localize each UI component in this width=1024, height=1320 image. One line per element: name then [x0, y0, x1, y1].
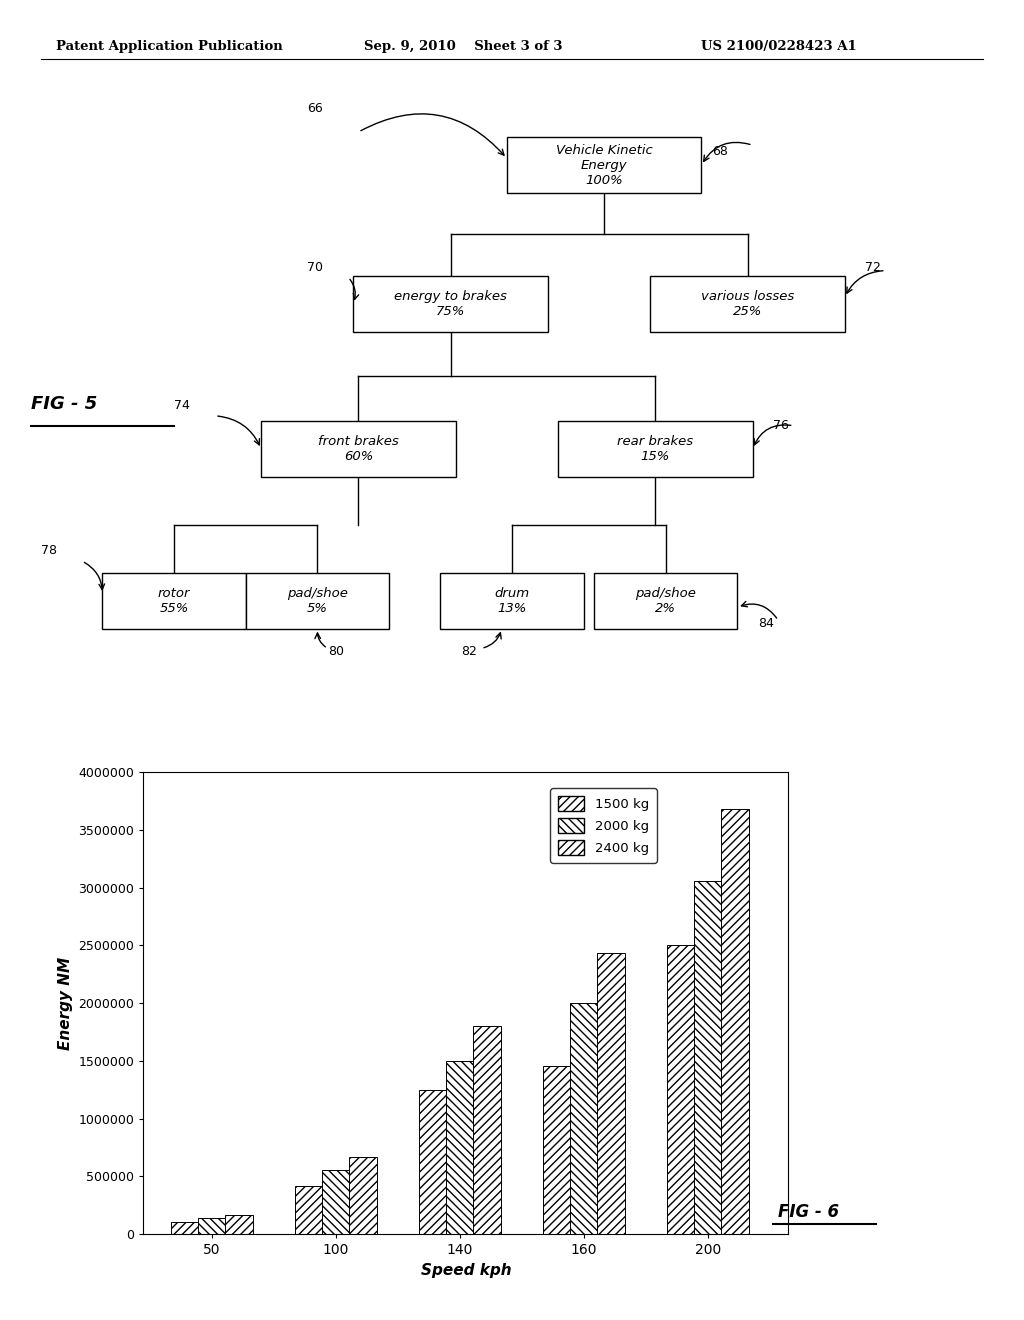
Text: 84: 84	[758, 616, 774, 630]
Bar	[543, 1065, 570, 1234]
Bar	[419, 1090, 446, 1234]
Bar	[667, 945, 694, 1234]
Bar	[722, 809, 749, 1234]
Bar	[322, 1170, 349, 1234]
Text: pad/shoe
2%: pad/shoe 2%	[635, 586, 696, 615]
FancyBboxPatch shape	[353, 276, 548, 331]
FancyBboxPatch shape	[594, 573, 737, 628]
Text: various losses
25%: various losses 25%	[700, 289, 795, 318]
Text: 68: 68	[712, 145, 728, 158]
FancyBboxPatch shape	[440, 573, 584, 628]
Text: FIG - 6: FIG - 6	[778, 1203, 840, 1221]
Text: pad/shoe
5%: pad/shoe 5%	[287, 586, 348, 615]
Bar	[597, 953, 625, 1234]
Bar	[570, 1003, 597, 1234]
Text: front brakes
60%: front brakes 60%	[318, 434, 398, 463]
Bar	[446, 1061, 473, 1234]
FancyBboxPatch shape	[102, 573, 246, 628]
Text: 66: 66	[307, 102, 323, 115]
Text: 80: 80	[328, 645, 344, 659]
Text: energy to brakes
75%: energy to brakes 75%	[394, 289, 507, 318]
Y-axis label: Energy NM: Energy NM	[58, 957, 73, 1049]
FancyBboxPatch shape	[558, 421, 753, 477]
FancyBboxPatch shape	[650, 276, 845, 331]
Text: 78: 78	[41, 544, 57, 557]
Text: 72: 72	[865, 260, 882, 273]
Text: Sep. 9, 2010    Sheet 3 of 3: Sep. 9, 2010 Sheet 3 of 3	[364, 40, 562, 53]
Text: US 2100/0228423 A1: US 2100/0228423 A1	[701, 40, 857, 53]
Text: 70: 70	[307, 260, 324, 273]
Bar	[198, 1218, 225, 1234]
Bar	[171, 1222, 198, 1234]
Bar	[694, 882, 722, 1234]
Text: FIG - 5: FIG - 5	[31, 395, 97, 413]
Legend: 1500 kg, 2000 kg, 2400 kg: 1500 kg, 2000 kg, 2400 kg	[550, 788, 657, 863]
FancyBboxPatch shape	[507, 137, 701, 193]
Text: Patent Application Publication: Patent Application Publication	[56, 40, 283, 53]
Text: 82: 82	[461, 645, 477, 659]
Bar	[225, 1214, 253, 1234]
Text: rotor
55%: rotor 55%	[158, 586, 190, 615]
FancyBboxPatch shape	[246, 573, 389, 628]
Text: 74: 74	[174, 399, 190, 412]
X-axis label: Speed kph: Speed kph	[421, 1263, 511, 1278]
Text: drum
13%: drum 13%	[495, 586, 529, 615]
Bar	[473, 1026, 501, 1234]
Bar	[295, 1187, 322, 1234]
FancyBboxPatch shape	[261, 421, 456, 477]
Text: 76: 76	[773, 418, 790, 432]
Bar	[349, 1158, 377, 1234]
Text: rear brakes
15%: rear brakes 15%	[617, 434, 693, 463]
Text: Vehicle Kinetic
Energy
100%: Vehicle Kinetic Energy 100%	[556, 144, 652, 186]
